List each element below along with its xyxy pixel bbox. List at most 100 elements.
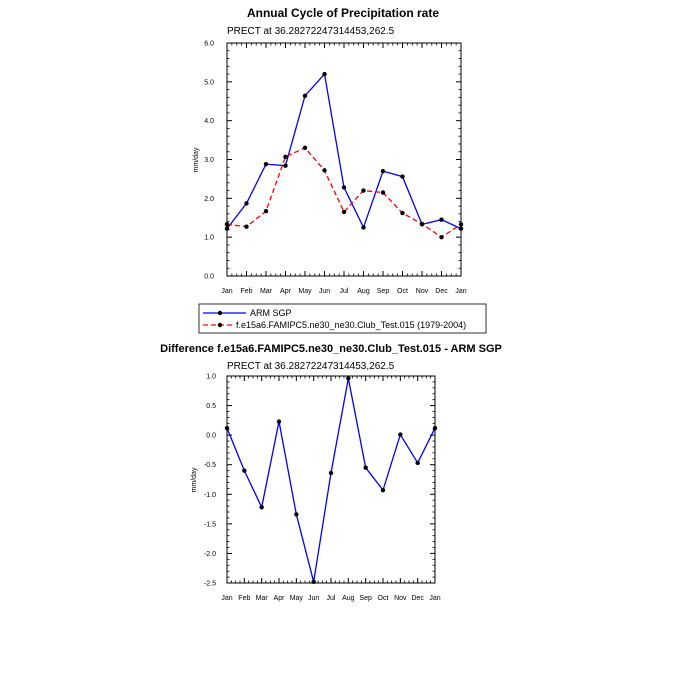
y-tick-label: 5.0 xyxy=(204,79,214,86)
data-point xyxy=(341,209,347,215)
y-tick-label: 1.0 xyxy=(206,374,216,381)
data-point xyxy=(458,226,464,231)
data-point xyxy=(322,168,327,173)
series-line-0 xyxy=(226,72,462,230)
chart-subtitle: PRECT at 36.28272247314453,262.5 xyxy=(227,361,395,372)
data-point xyxy=(224,425,230,431)
x-tick-label: Aug xyxy=(357,288,370,295)
data-point xyxy=(283,154,288,159)
data-point xyxy=(361,188,366,193)
y-tick-label: 6.0 xyxy=(204,41,214,48)
data-point xyxy=(276,419,282,424)
data-point xyxy=(224,226,230,231)
x-tick-label: Oct xyxy=(378,595,389,602)
y-tick-label: 2.0 xyxy=(204,196,214,203)
legend-box xyxy=(198,303,487,334)
data-point xyxy=(263,161,269,167)
x-tick-label: Nov xyxy=(416,288,429,295)
data-point xyxy=(263,208,269,214)
y-tick-label: 4.0 xyxy=(204,118,214,125)
x-tick-label: Sep xyxy=(359,595,372,602)
x-tick-label: Mar xyxy=(260,288,273,295)
data-point xyxy=(242,468,247,473)
plot-frame xyxy=(226,375,436,584)
y-tick-label: 0.5 xyxy=(206,403,216,410)
y-tick-label: -1.5 xyxy=(204,521,216,528)
x-tick-label: Jun xyxy=(319,288,330,295)
legend-label-arm-sgp: ARM SGP xyxy=(250,308,292,318)
series-group xyxy=(224,71,464,240)
data-point xyxy=(380,190,386,195)
y-axis-label: mm/day xyxy=(191,467,198,492)
plot-frame xyxy=(226,42,462,277)
data-point xyxy=(311,579,316,585)
x-tick-label: Apr xyxy=(274,595,286,602)
y-tick-label: -1.0 xyxy=(204,492,216,499)
series-group xyxy=(224,376,438,585)
x-tick-label: Dec xyxy=(435,288,448,295)
y-tick-label: 1.0 xyxy=(204,235,214,242)
data-point xyxy=(328,470,334,476)
data-point xyxy=(400,210,405,216)
x-tick-label: Jan xyxy=(429,595,440,602)
difference-chart: Difference f.e15a6.FAMIPC5.ne30_ne30.Clu… xyxy=(160,343,502,602)
y-tick-label: -2.5 xyxy=(204,581,216,588)
x-tick-label: Nov xyxy=(394,595,407,602)
legend-marker-arm-sgp xyxy=(217,310,223,316)
x-tick-label: Oct xyxy=(397,288,408,295)
annual-cycle-chart: Annual Cycle of Precipitation rate PRECT… xyxy=(193,6,467,295)
x-tick-label: Sep xyxy=(377,288,390,295)
x-tick-label: Jan xyxy=(221,595,232,602)
data-point xyxy=(346,376,351,381)
data-point xyxy=(244,201,249,206)
x-tick-label: Dec xyxy=(411,595,424,602)
x-tick-label: Apr xyxy=(280,288,292,295)
y-tick-label: 3.0 xyxy=(204,157,214,164)
data-point xyxy=(244,224,249,229)
chart-title: Annual Cycle of Precipitation rate xyxy=(247,6,439,20)
chart-title: Difference f.e15a6.FAMIPC5.ne30_ne30.Clu… xyxy=(160,343,502,355)
y-ticks: 0.0 1.0 2.0 3.0 4.0 5.0 6.0 xyxy=(204,41,461,281)
x-ticks: Jan Feb Mar Apr May Jun Jul Aug Sep Oct Nov Dec Jan xyxy=(221,43,467,295)
x-tick-label: Jul xyxy=(327,595,336,602)
y-ticks: -2.5 -2.0 -1.5 -1.0 -0.5 0.0 0.5 1.0 xyxy=(204,374,435,588)
x-tick-label: May xyxy=(290,595,304,602)
data-point xyxy=(259,505,264,510)
legend: ARM SGP f.e15a6.FAMIPC5.ne30_ne30.Club_T… xyxy=(198,303,487,334)
y-tick-label: -2.0 xyxy=(204,551,216,558)
data-point xyxy=(400,174,405,179)
y-tick-label: -0.5 xyxy=(204,462,216,469)
data-point xyxy=(439,234,444,240)
data-point xyxy=(302,93,308,99)
data-point xyxy=(294,512,299,517)
x-tick-label: Mar xyxy=(256,595,269,602)
legend-label-model: f.e15a6.FAMIPC5.ne30_ne30.Club_Test.015 … xyxy=(236,320,466,330)
x-ticks: Jan Feb Mar Apr May Jun Jul Aug Sep Oct Nov Dec Jan xyxy=(221,376,441,602)
x-tick-label: Jul xyxy=(340,288,349,295)
y-tick-label: 0.0 xyxy=(206,433,216,440)
chart-subtitle: PRECT at 36.28272247314453,262.5 xyxy=(227,26,395,37)
x-tick-label: Jan xyxy=(221,288,232,295)
data-point xyxy=(415,460,420,466)
data-point xyxy=(322,71,327,77)
data-point xyxy=(302,145,308,151)
data-point xyxy=(363,465,368,470)
data-point xyxy=(439,217,444,222)
y-axis-label: mm/day xyxy=(193,147,200,172)
data-point xyxy=(398,432,403,437)
y-tick-label: 0.0 xyxy=(204,274,214,281)
data-point xyxy=(341,185,347,190)
data-point xyxy=(283,163,288,168)
legend-marker-model xyxy=(217,322,223,328)
data-point xyxy=(380,487,386,493)
x-tick-label: May xyxy=(298,288,312,295)
x-tick-label: Jun xyxy=(308,595,319,602)
data-point xyxy=(361,225,366,230)
x-tick-label: Jan xyxy=(455,288,466,295)
data-point xyxy=(380,168,386,174)
data-point xyxy=(224,222,230,227)
x-tick-label: Aug xyxy=(342,595,355,602)
x-tick-label: Feb xyxy=(238,595,250,602)
series-line-0 xyxy=(226,378,436,582)
